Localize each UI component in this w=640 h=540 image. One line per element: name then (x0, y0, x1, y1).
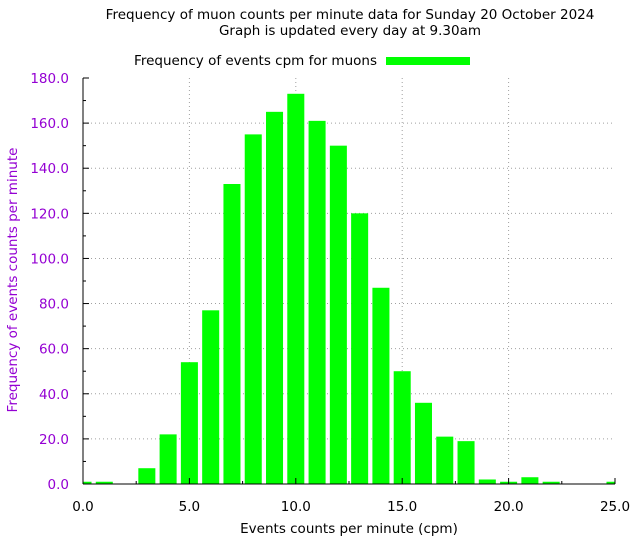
bar (266, 111, 284, 484)
y-tick-label: 180.0 (30, 71, 69, 87)
y-tick-label: 80.0 (39, 297, 69, 313)
y-tick-label: 120.0 (30, 206, 69, 222)
bar (308, 120, 326, 484)
x-tick-label: 5.0 (179, 499, 200, 515)
bar (457, 441, 475, 484)
bar (329, 145, 347, 484)
bar (95, 481, 113, 484)
chart-title-line1: Frequency of muon counts per minute data… (105, 7, 595, 23)
bar (180, 362, 198, 484)
bar (351, 213, 369, 485)
bar (372, 287, 390, 484)
bar (202, 310, 220, 484)
bar (83, 481, 92, 484)
x-tick-label: 20.0 (494, 499, 524, 515)
bar (244, 134, 262, 484)
x-tick-label: 10.0 (281, 499, 311, 515)
bar (223, 184, 241, 484)
bar (159, 434, 177, 484)
legend-label: Frequency of events cpm for muons (134, 53, 377, 69)
bar (521, 477, 539, 484)
x-tick-label: 25.0 (600, 499, 630, 515)
bar (414, 402, 432, 484)
bar (287, 93, 305, 485)
y-tick-label: 140.0 (30, 161, 69, 177)
chart-title-line2: Graph is updated every day at 9.30am (218, 23, 482, 39)
y-tick-label: 160.0 (30, 116, 69, 132)
y-axis-label: Frequency of events counts per minute (5, 147, 21, 413)
y-tick-label: 60.0 (39, 342, 69, 358)
y-tick-label: 20.0 (39, 432, 69, 448)
legend-swatch (386, 57, 470, 65)
bar (478, 479, 496, 484)
x-tick-label: 15.0 (387, 499, 417, 515)
y-tick-label: 40.0 (39, 387, 69, 403)
bar (606, 481, 615, 484)
bar (542, 481, 560, 484)
y-tick-label: 0.0 (48, 477, 69, 493)
x-axis-label: Events counts per minute (cpm) (240, 521, 458, 537)
x-tick-label: 0.0 (72, 499, 93, 515)
bar (138, 468, 156, 484)
y-tick-label: 100.0 (30, 251, 69, 267)
bar (436, 436, 454, 484)
bar (393, 371, 411, 484)
